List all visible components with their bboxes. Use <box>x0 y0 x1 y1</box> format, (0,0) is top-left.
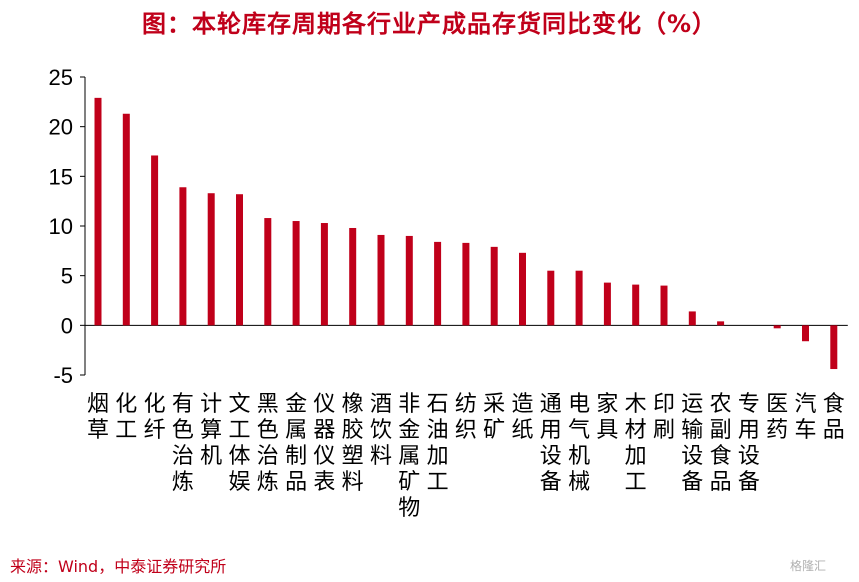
x-tick-label: 采矿 <box>483 392 506 443</box>
bar-汽车 <box>802 325 809 342</box>
bar-仪器仪表 <box>320 223 328 326</box>
bar-木材加工 <box>632 284 640 326</box>
bar-烟草 <box>94 97 102 326</box>
bar-通用设备 <box>547 270 555 326</box>
x-tick-label: 造纸 <box>511 392 534 443</box>
bar-造纸 <box>519 252 526 326</box>
x-tick-label: 黑色治炼 <box>256 392 279 495</box>
y-tick-label: -5 <box>53 363 73 388</box>
x-tick-label: 仪器仪表 <box>313 392 336 495</box>
bar-农副食品 <box>717 321 725 326</box>
source-note: 来源：Wind，中泰证券研究所 <box>10 557 227 576</box>
y-tick-label: 10 <box>49 214 73 239</box>
bar-医药 <box>773 325 781 329</box>
bar-运输设备 <box>688 311 696 326</box>
x-tick-label: 运输设备 <box>681 392 704 495</box>
bar-纺织 <box>462 242 470 326</box>
bar-采矿 <box>490 246 498 326</box>
bar-酒饮料 <box>377 234 385 326</box>
x-tick-label: 专用设备 <box>737 392 760 495</box>
x-tick-label: 有色治炼 <box>171 392 194 495</box>
y-tick-label: 25 <box>49 65 73 90</box>
bar-石油加工 <box>434 241 442 326</box>
x-tick-label: 印刷 <box>652 392 675 443</box>
bar-印刷 <box>660 285 668 326</box>
bar-橡胶塑料 <box>349 227 357 326</box>
bar-非金属矿物 <box>405 235 413 326</box>
bar-有色治炼 <box>179 187 187 326</box>
x-tick-label: 计算机 <box>200 392 223 469</box>
x-tick-label: 医药 <box>766 392 789 443</box>
x-tick-label: 电气机械 <box>568 392 591 495</box>
x-tick-label: 农副食品 <box>709 392 732 495</box>
x-tick-label: 石油加工 <box>426 392 449 495</box>
x-tick-label: 家具 <box>596 392 619 443</box>
bar-化纤 <box>151 155 159 326</box>
bar-黑色治炼 <box>264 218 272 326</box>
x-tick-label: 食品 <box>822 392 845 443</box>
x-tick-label: 非金属矿物 <box>398 392 421 521</box>
x-tick-label: 金属制品 <box>285 392 308 495</box>
bar-计算机 <box>207 193 215 326</box>
x-tick-label: 文工体娱 <box>228 392 251 495</box>
x-tick-label: 橡胶塑料 <box>341 392 364 495</box>
bar-化工 <box>122 113 130 326</box>
watermark: 格隆汇 <box>790 559 827 573</box>
bar-家具 <box>603 282 611 326</box>
x-tick-label: 化工 <box>115 392 138 443</box>
bar-金属制品 <box>292 221 300 326</box>
x-tick-label: 木材加工 <box>624 392 647 495</box>
y-tick-label: 0 <box>61 313 73 338</box>
x-tick-label: 汽车 <box>794 392 817 443</box>
x-tick-label: 化纤 <box>143 392 166 443</box>
x-tick-label: 纺织 <box>454 392 477 443</box>
chart-title: 图：本轮库存周期各行业产成品存货同比变化（%） <box>141 10 718 38</box>
x-tick-label: 烟草 <box>86 392 109 443</box>
y-tick-label: 5 <box>61 264 73 289</box>
y-tick-label: 15 <box>49 164 73 189</box>
x-tick-label: 通用设备 <box>539 392 562 495</box>
bar-电气机械 <box>575 270 583 326</box>
y-tick-label: 20 <box>49 115 73 140</box>
bar-文工体娱 <box>236 194 243 326</box>
x-tick-label: 酒饮料 <box>369 392 392 469</box>
bar-食品 <box>830 325 838 370</box>
